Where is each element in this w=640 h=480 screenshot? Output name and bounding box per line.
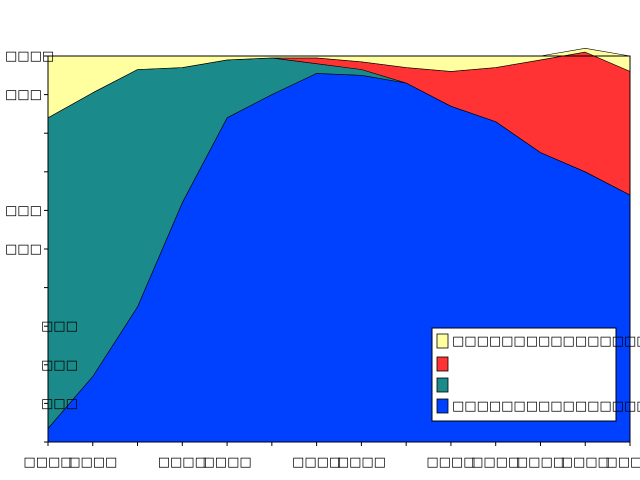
x-tick-label: □□□□	[605, 455, 640, 470]
x-axis: □□□□□□□□ □□□□□□□□ □□□□□□□□ □□□□□□□□□□□□□□□□…	[23, 442, 640, 470]
y-axis: □□□□□□□□□□□□□□□□□□□□□□	[5, 49, 78, 443]
y-tick-label: □□□	[41, 396, 78, 411]
x-tick-label: □□□□	[292, 455, 341, 470]
legend-box	[431, 327, 617, 422]
legend-swatch	[436, 356, 449, 372]
legend: □□□□□□□□□□□□□□□□□□□□□□□□□□□□□□□□□□□□□□□□…	[431, 327, 640, 422]
y-tick-label: □□□	[41, 358, 78, 373]
x-tick-label: □□□□	[471, 455, 520, 470]
x-tick-label: □□□□	[516, 455, 565, 470]
y-tick-label: □□□	[5, 242, 42, 257]
x-tick-label: □□□□	[426, 455, 475, 470]
x-tick-label: □□□□	[203, 455, 252, 470]
legend-label: □□□□□□□□□□□□□□□□□□□□□□□□□□□	[452, 399, 640, 414]
legend-swatch	[436, 377, 449, 393]
y-tick-label: □□□	[5, 203, 42, 218]
x-tick-label: □□□□	[337, 455, 386, 470]
y-tick-label: □□□□	[5, 49, 54, 64]
y-tick-label: □□□	[5, 88, 42, 103]
x-tick-label: □□□□	[68, 455, 117, 470]
legend-label: □□□□□□□□□□□□□□□□□□□□□□□□□□	[452, 334, 640, 349]
x-tick-label: □□□□	[23, 455, 72, 470]
x-tick-label: □□□□	[158, 455, 207, 470]
legend-swatch	[436, 333, 449, 349]
x-tick-label: □□□□	[561, 455, 610, 470]
legend-swatch	[436, 398, 449, 414]
y-tick-label: □□□	[41, 319, 78, 334]
